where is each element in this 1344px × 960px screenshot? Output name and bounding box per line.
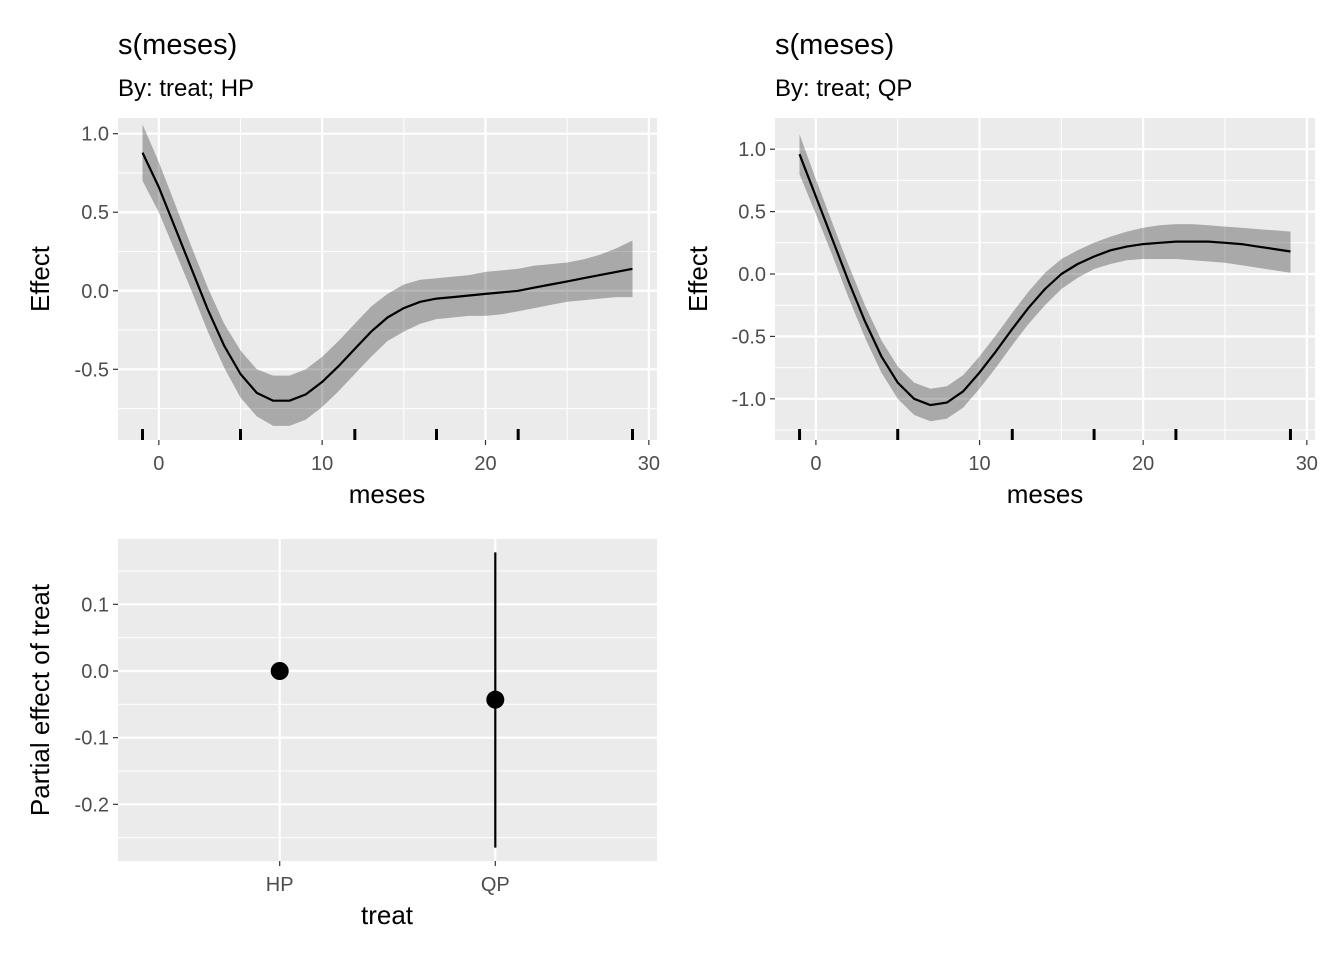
y-axis-ticks: 0.1 0.0 -0.1 -0.2 — [75, 594, 118, 816]
smooth-curve — [141, 152, 633, 402]
gridlines — [118, 118, 657, 440]
x-axis-label: meses — [349, 479, 426, 509]
x-tick-label: 30 — [638, 453, 660, 475]
panel-subtitle: By: treat; HP — [118, 75, 254, 102]
points — [270, 662, 505, 709]
plot-background — [118, 539, 657, 861]
y-tick-label: 1.0 — [81, 124, 109, 146]
y-tick-label: 1.0 — [738, 139, 766, 161]
y-axis-ticks: 1.0 0.5 0.0 -0.5 -1.0 — [732, 139, 775, 411]
y-tick-label: 0.0 — [81, 281, 109, 303]
smooth-curve — [798, 153, 1291, 407]
panel-subtitle: By: treat; QP — [775, 75, 912, 102]
x-tick-label: HP — [266, 874, 294, 896]
smooth-line — [798, 153, 1291, 407]
y-tick-label: -0.5 — [732, 326, 766, 348]
confidence-band — [142, 124, 633, 426]
y-tick-label: -0.5 — [75, 359, 109, 381]
smooth-line — [141, 152, 633, 402]
x-tick-label: 20 — [474, 453, 496, 475]
confidence-band-area — [142, 124, 633, 426]
x-tick-label: 10 — [311, 453, 333, 475]
y-tick-label: 0.1 — [81, 594, 109, 616]
y-axis-label: Partial effect of treat — [25, 583, 55, 816]
panel-smooth-qp: s(meses) By: treat; QP 1.0 0.5 0.0 -0.5 -1.0… — [683, 29, 1318, 509]
rug-ticks — [141, 429, 634, 440]
y-tick-label: -0.1 — [75, 728, 109, 750]
panel-parametric-treat: 0.1 0.0 -0.1 -0.2 HP QP treat Partial effect… — [25, 539, 657, 930]
x-axis-label: meses — [1007, 479, 1084, 509]
x-axis-label: treat — [361, 900, 414, 930]
gridlines — [775, 118, 1315, 440]
x-tick-label: 0 — [810, 453, 821, 475]
panel-title: s(meses) — [118, 29, 237, 61]
gridlines — [118, 539, 657, 861]
y-tick-label: 0.5 — [81, 202, 109, 224]
x-tick-label: 10 — [968, 453, 990, 475]
x-axis-ticks: 0 10 20 30 — [810, 440, 1318, 475]
x-tick-label: QP — [481, 874, 510, 896]
point-qp — [486, 690, 505, 709]
y-tick-label: -1.0 — [732, 389, 766, 411]
rug-ticks — [798, 429, 1292, 440]
x-tick-label: 20 — [1132, 453, 1154, 475]
y-axis-label: Effect — [25, 245, 55, 312]
y-axis-ticks: 1.0 0.5 0.0 -0.5 — [75, 124, 118, 381]
x-tick-label: 0 — [153, 453, 164, 475]
x-tick-label: 30 — [1296, 453, 1318, 475]
confidence-band — [799, 134, 1291, 422]
confidence-band-area — [799, 134, 1291, 422]
point-hp — [270, 662, 289, 680]
x-axis-ticks: HP QP — [266, 861, 510, 896]
y-tick-label: 0.5 — [738, 202, 766, 224]
y-tick-label: 0.0 — [738, 264, 766, 286]
y-tick-label: -0.2 — [75, 794, 109, 816]
x-axis-ticks: 0 10 20 30 — [153, 440, 660, 475]
y-axis-label: Effect — [683, 245, 713, 312]
panel-smooth-hp: s(meses) By: treat; HP 1.0 0.5 0.0 -0.5 0 10… — [25, 29, 660, 509]
panel-title: s(meses) — [775, 29, 894, 61]
y-tick-label: 0.0 — [81, 661, 109, 683]
